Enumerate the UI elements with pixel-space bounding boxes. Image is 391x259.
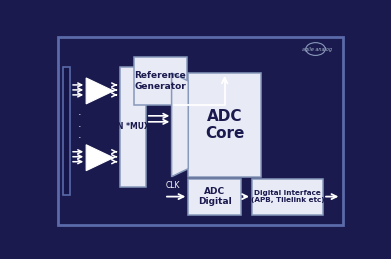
- FancyBboxPatch shape: [58, 37, 343, 225]
- Text: N *MUX: N *MUX: [117, 122, 149, 131]
- Text: CLK: CLK: [165, 181, 180, 190]
- Polygon shape: [86, 145, 113, 171]
- Text: ADC
Core: ADC Core: [205, 109, 244, 141]
- FancyBboxPatch shape: [188, 73, 261, 177]
- Text: ADC
Digital: ADC Digital: [198, 187, 231, 206]
- Text: agile analog: agile analog: [302, 47, 332, 52]
- Text: .
.
.: . . .: [77, 107, 81, 140]
- FancyBboxPatch shape: [134, 57, 187, 105]
- FancyBboxPatch shape: [63, 67, 70, 195]
- Polygon shape: [86, 78, 113, 104]
- FancyBboxPatch shape: [252, 179, 323, 214]
- Text: Reference
Generator: Reference Generator: [135, 71, 186, 91]
- Text: Digital Interface
(APB, Tilelink etc): Digital Interface (APB, Tilelink etc): [251, 190, 324, 203]
- FancyBboxPatch shape: [188, 179, 241, 214]
- Polygon shape: [172, 73, 188, 177]
- FancyBboxPatch shape: [120, 67, 146, 187]
